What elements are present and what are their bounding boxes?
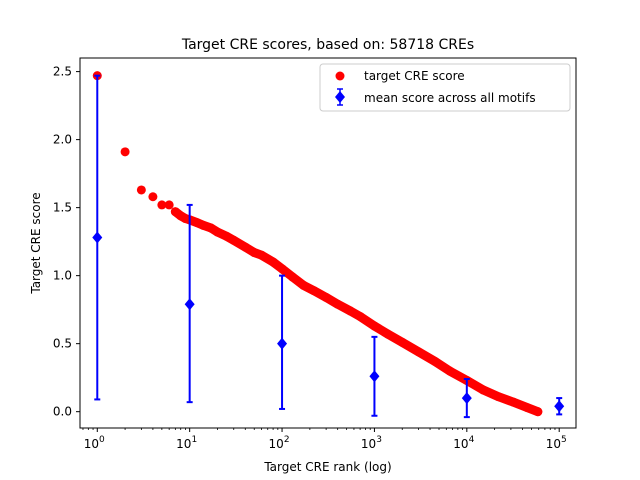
plot-background (80, 58, 576, 428)
target-cre-score-point (148, 192, 158, 202)
x-tick-label: 102 (269, 435, 290, 451)
target-cre-score-point (157, 200, 167, 210)
y-tick-label: 0.0 (53, 405, 72, 419)
legend-label-target-cre-score: target CRE score (364, 69, 465, 83)
legend: target CRE score mean score across all m… (319, 63, 571, 112)
target-cre-score-band (170, 207, 543, 417)
target-cre-score-point (164, 200, 174, 210)
mean-score-point (184, 298, 195, 311)
chart-title: Target CRE scores, based on: 58718 CREs (181, 37, 474, 53)
y-tick-label: 1.5 (53, 201, 72, 215)
legend-frame (319, 63, 571, 112)
legend-blue-marker (335, 91, 345, 103)
x-axis-label: Target CRE rank (log) (263, 460, 391, 474)
y-axis-label: Target CRE score (29, 192, 43, 294)
mean-score-series (92, 74, 565, 419)
x-tick-label: 105 (546, 435, 567, 451)
x-tick-label: 104 (453, 435, 474, 451)
plot-frame (79, 57, 577, 429)
mean-score-point (277, 337, 288, 350)
mean-score-point (461, 392, 472, 405)
y-tick-label: 2.0 (53, 133, 72, 147)
x-tick-label: 103 (361, 435, 382, 451)
mean-score-point (369, 370, 380, 383)
x-tick-label: 100 (84, 435, 105, 451)
plot-area (79, 57, 577, 429)
y-tick-label: 2.5 (53, 65, 72, 79)
target-cre-score-point (136, 185, 146, 195)
target-cre-score-series (92, 71, 543, 417)
legend-red-marker (335, 71, 345, 81)
y-tick-label: 1.0 (53, 269, 72, 283)
x-tick-label: 101 (176, 435, 197, 451)
y-tick-label: 0.5 (53, 337, 72, 351)
mean-score-point (554, 400, 565, 413)
y-axis: 0.0 0.5 1.0 1.5 2.0 2.5 (53, 65, 80, 419)
target-cre-score-point (120, 147, 130, 157)
x-axis: 100 101 102 103 104 105 (82, 428, 567, 451)
mean-score-point (92, 231, 103, 244)
legend-label-mean-score: mean score across all motifs (364, 91, 536, 105)
